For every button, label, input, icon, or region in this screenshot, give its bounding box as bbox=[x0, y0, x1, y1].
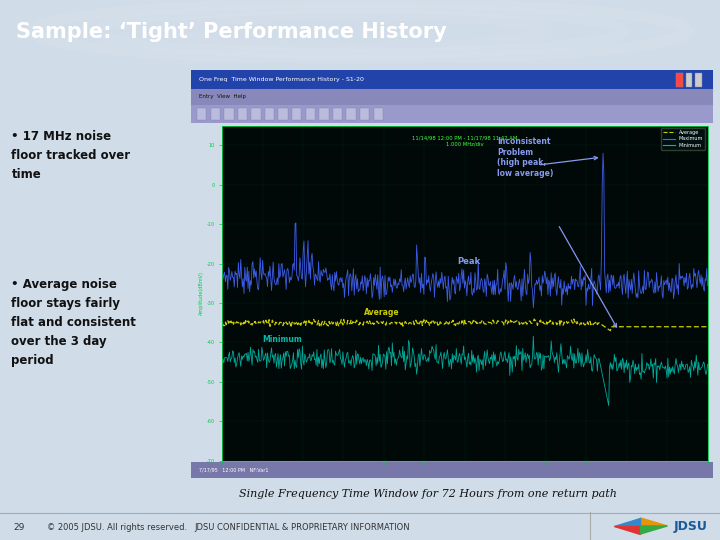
Text: Entry  View  Help: Entry View Help bbox=[199, 94, 246, 99]
Bar bbox=[251, 107, 261, 120]
Bar bbox=[346, 107, 356, 120]
Bar bbox=[265, 107, 274, 120]
Bar bbox=[279, 107, 288, 120]
Polygon shape bbox=[613, 526, 641, 534]
Bar bbox=[360, 107, 369, 120]
Bar bbox=[191, 70, 713, 89]
Bar bbox=[191, 462, 713, 478]
Bar bbox=[191, 89, 713, 105]
Bar bbox=[319, 107, 328, 120]
Text: Average: Average bbox=[364, 308, 400, 317]
Text: © 2005 JDSU. All rights reserved.: © 2005 JDSU. All rights reserved. bbox=[47, 523, 187, 532]
Text: Peak: Peak bbox=[456, 256, 480, 266]
Bar bbox=[374, 107, 383, 120]
Text: Minimum: Minimum bbox=[263, 335, 302, 345]
Bar bbox=[695, 73, 702, 86]
Bar bbox=[224, 107, 233, 120]
Text: 11/14/98 12:00 PM - 11/17/98 11:42 AM
1.000 MHz/div: 11/14/98 12:00 PM - 11/17/98 11:42 AM 1.… bbox=[412, 136, 518, 146]
Bar bbox=[238, 107, 247, 120]
Legend: Average, Maximum, Minimum: Average, Maximum, Minimum bbox=[661, 128, 705, 150]
Bar bbox=[292, 107, 302, 120]
Text: Single Frequency Time Window for 72 Hours from one return path: Single Frequency Time Window for 72 Hour… bbox=[240, 489, 617, 500]
Polygon shape bbox=[641, 526, 667, 534]
Text: One Freq  Time Window Performance History - S1-20: One Freq Time Window Performance History… bbox=[199, 77, 364, 82]
Bar bbox=[333, 107, 342, 120]
Text: 29: 29 bbox=[13, 523, 24, 532]
Bar bbox=[211, 107, 220, 120]
Text: • 17 MHz noise
floor tracked over
time: • 17 MHz noise floor tracked over time bbox=[12, 130, 130, 180]
Text: Sample: ‘Tight’ Performance History: Sample: ‘Tight’ Performance History bbox=[16, 22, 446, 42]
Polygon shape bbox=[641, 518, 667, 526]
Text: 7/17/95   12:00 PM   NF:Var1: 7/17/95 12:00 PM NF:Var1 bbox=[199, 468, 268, 472]
Text: JDSU: JDSU bbox=[673, 520, 707, 533]
Y-axis label: Amplitude(dBmV): Amplitude(dBmV) bbox=[199, 271, 204, 315]
Bar bbox=[305, 107, 315, 120]
Bar bbox=[685, 73, 693, 86]
Bar bbox=[676, 73, 683, 86]
Bar bbox=[197, 107, 207, 120]
Text: JDSU CONFIDENTIAL & PROPRIETARY INFORMATION: JDSU CONFIDENTIAL & PROPRIETARY INFORMAT… bbox=[194, 523, 410, 532]
Bar bbox=[191, 105, 713, 123]
Text: • Average noise
floor stays fairly
flat and consistent
over the 3 day
period: • Average noise floor stays fairly flat … bbox=[12, 278, 136, 367]
Text: Inconsistent
Problem
(high peak,
low average): Inconsistent Problem (high peak, low ave… bbox=[498, 138, 554, 178]
Polygon shape bbox=[613, 518, 641, 526]
